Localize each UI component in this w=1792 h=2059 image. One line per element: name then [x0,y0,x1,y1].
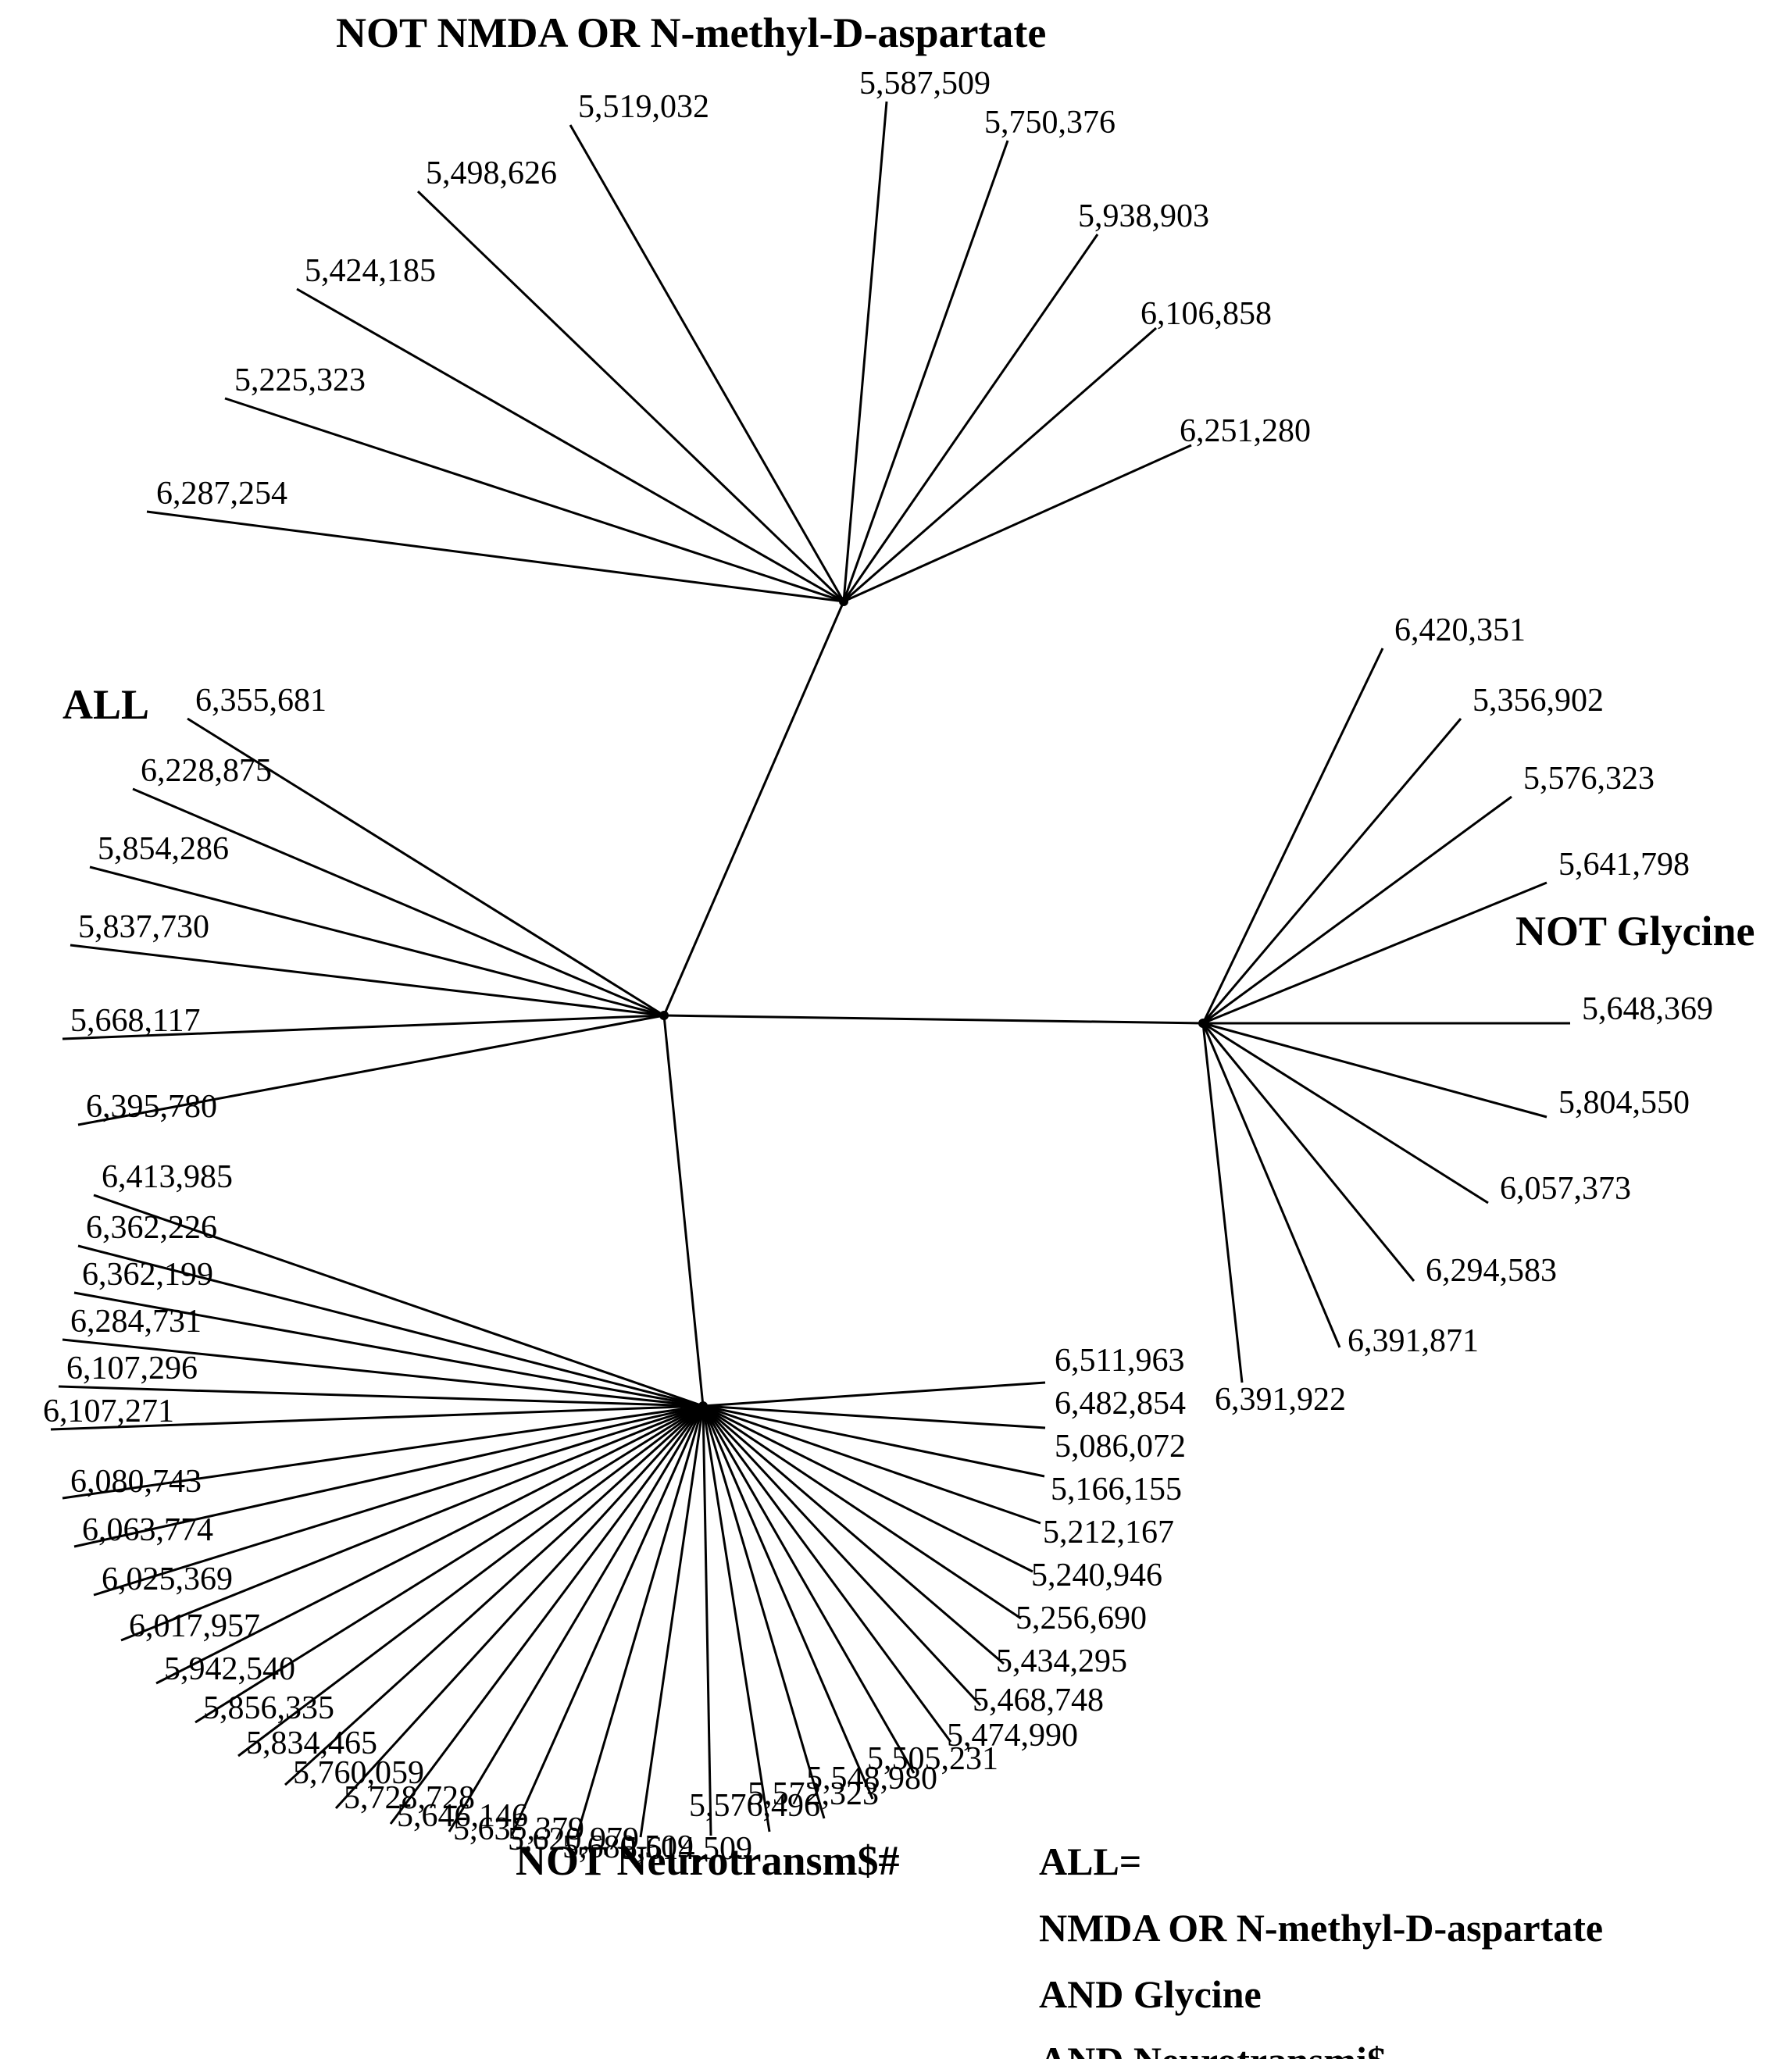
legend-line-3: AND Neurotransmi$ [1039,2039,1387,2059]
legend-line-2: AND Glycine [1039,1972,1262,2016]
value-right-6: 6,057,373 [1500,1171,1631,1207]
value-bottom-31: 5,086,072 [1055,1429,1186,1465]
value-top-3: 5,498,626 [426,155,557,191]
value-bottom-10: 5,942,540 [164,1651,295,1687]
legend-line-1: NMDA OR N-methyl-D-aspartate [1039,1906,1603,1950]
value-left-4: 5,668,117 [70,1003,200,1039]
value-bottom-11: 5,856,335 [203,1690,334,1726]
value-top-9: 6,251,280 [1180,413,1311,449]
value-bottom-26: 5,434,295 [996,1643,1127,1679]
value-bottom-7: 6,063,774 [82,1512,213,1548]
value-top-7: 5,938,903 [1078,198,1209,234]
value-bottom-1: 6,362,226 [86,1210,217,1246]
value-top-4: 5,519,032 [578,89,709,125]
value-bottom-9: 6,017,957 [129,1608,260,1644]
value-top-5: 5,587,509 [859,66,991,102]
value-bottom-33: 6,511,963 [1055,1343,1184,1379]
value-top-8: 6,106,858 [1141,296,1272,332]
title-right: NOT Glycine [1515,908,1755,955]
value-right-4: 5,648,369 [1582,991,1713,1027]
title-left: ALL [62,681,149,728]
value-right-0: 6,420,351 [1394,612,1526,648]
value-bottom-24: 5,474,990 [947,1718,1078,1754]
value-bottom-32: 6,482,854 [1055,1386,1186,1422]
value-bottom-30: 5,166,155 [1051,1472,1182,1508]
value-right-5: 5,804,550 [1558,1085,1690,1121]
value-left-5: 6,395,780 [86,1089,217,1125]
value-bottom-6: 6,080,743 [70,1464,202,1500]
value-right-7: 6,294,583 [1426,1253,1557,1289]
value-bottom-8: 6,025,369 [102,1561,233,1597]
value-left-3: 5,837,730 [78,909,209,945]
value-left-0: 6,355,681 [195,683,327,719]
value-top-1: 5,225,323 [234,362,366,398]
value-bottom-27: 5,256,690 [1016,1600,1147,1636]
legend-line-0: ALL= [1039,1840,1141,1883]
value-top-2: 5,424,185 [305,253,436,289]
value-bottom-0: 6,413,985 [102,1159,233,1195]
value-top-6: 5,750,376 [984,105,1116,141]
value-right-3: 5,641,798 [1558,847,1690,883]
value-bottom-3: 6,284,731 [70,1304,202,1340]
fan-diagram: NOT NMDA OR N-methyl-D-aspartate 6,287,25… [0,0,1792,2059]
value-bottom-4: 6,107,296 [66,1351,198,1386]
value-bottom-5: 6,107,271 [43,1393,174,1429]
title-top: NOT NMDA OR N-methyl-D-aspartate [336,9,1046,56]
value-left-1: 6,228,875 [141,753,272,789]
value-left-2: 5,854,286 [98,831,229,867]
value-right-1: 5,356,902 [1473,683,1604,719]
value-bottom-28: 5,240,946 [1031,1558,1162,1593]
value-bottom-29: 5,212,167 [1043,1515,1174,1550]
value-bottom-19: 5,614,509 [621,1831,752,1867]
value-right-8: 6,391,871 [1348,1323,1479,1359]
value-bottom-25: 5,468,748 [973,1683,1104,1718]
value-right-2: 5,576,323 [1523,761,1655,797]
value-right-9: 6,391,922 [1215,1382,1346,1418]
value-top-0: 6,287,254 [156,476,287,512]
value-bottom-2: 6,362,199 [82,1257,213,1293]
